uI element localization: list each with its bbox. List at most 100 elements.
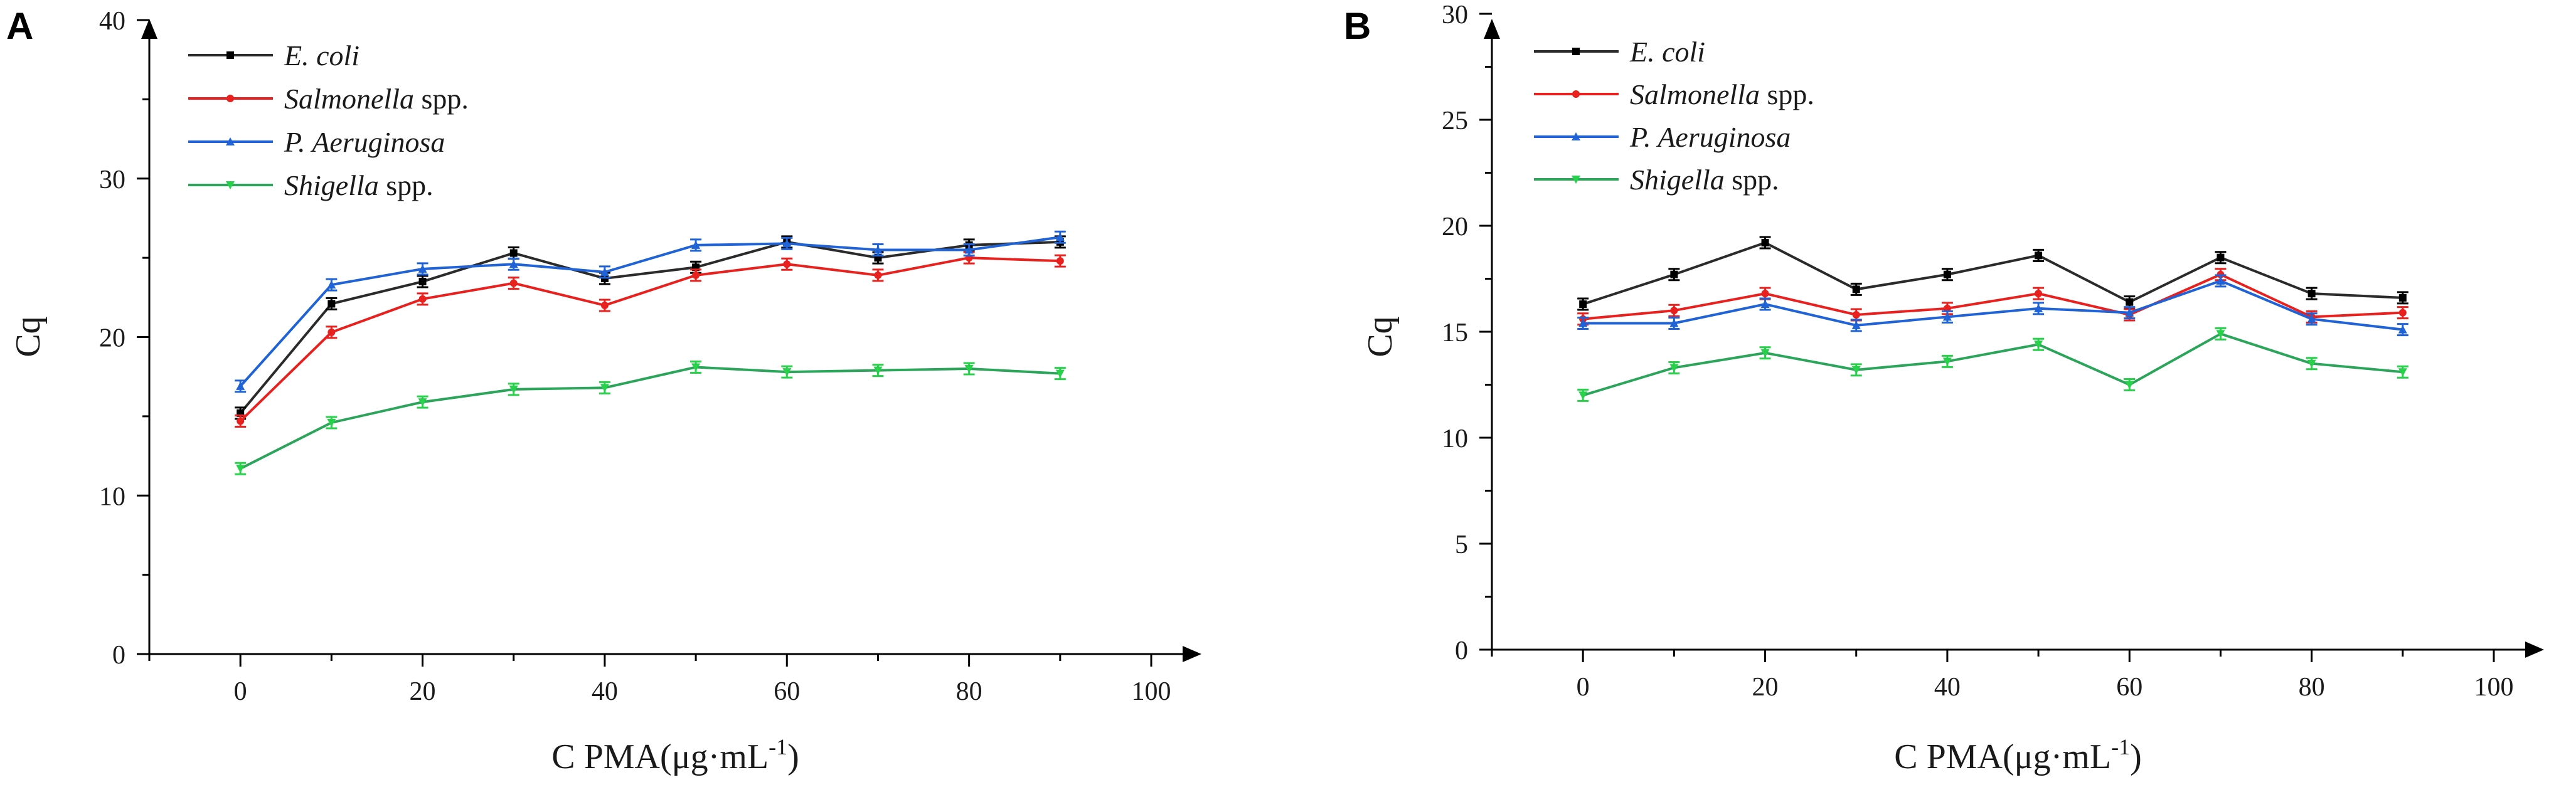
data-point [2307,359,2316,368]
data-point [873,245,883,254]
legend-label: P. Aeruginosa [284,126,445,158]
data-point [418,264,427,273]
data-point [2216,276,2225,285]
legend-suffix: spp. [414,83,469,115]
data-point [1056,257,1064,265]
data-point [236,381,245,390]
y-axis-arrow [141,19,157,39]
legend-marker [1572,90,1580,98]
data-point [2035,251,2043,260]
x-axis-title-main: C PMA(μg·mL [551,737,769,776]
x-axis-title-main: C PMA(μg·mL [1894,737,2111,776]
x-tick-label: 80 [2299,673,2325,702]
data-point [1942,357,1952,366]
data-point [2125,381,2134,389]
data-point [1942,312,1952,321]
data-point [418,295,427,303]
series-0: E. coli [1534,36,2408,311]
y-axis-title: Cq [9,316,48,357]
data-point [2398,293,2407,302]
y-tick-label: 0 [1455,636,1468,665]
data-point [1943,304,1951,312]
series-line [1583,279,2403,331]
data-point [418,278,427,286]
data-point [2217,253,2225,261]
y-tick-label: 10 [99,482,125,511]
y-axis-arrow [1484,19,1500,39]
legend-suffix: spp. [1725,164,1779,196]
legend-marker [1572,132,1580,140]
data-point [509,260,518,268]
x-axis-title: C PMA(μg·mL-1) [1894,734,2141,776]
data-point [600,267,609,276]
data-point [2034,341,2043,349]
data-point [1760,300,1770,309]
y-tick-label: 10 [1442,425,1468,453]
legend-label: Salmonella spp. [284,83,469,115]
data-point [600,301,609,309]
series-line [1582,273,2403,320]
x-axis-arrow [2525,642,2544,658]
data-point [1761,290,1769,298]
x-tick-label: 20 [410,677,436,706]
series-line [1582,241,2403,305]
panel-letter: B [1344,5,1371,47]
legend-marker [226,137,235,145]
legend-name: Salmonella [284,83,414,115]
data-point [874,271,882,279]
y-axis-title: Cq [1361,316,1400,357]
data-point [1055,233,1065,241]
data-point [691,240,701,249]
series-2: P. Aeruginosa [188,126,1066,393]
legend-marker [1572,48,1580,55]
series-2: P. Aeruginosa [1534,121,2408,337]
chart-panel-a: A 0 20 40 60 80 100 0 10 20 30 40 Cq C PMA(μg·mL-1) E.… [6,5,1201,776]
x-tick-label: 40 [1934,673,1961,702]
y-tick-label: 0 [112,641,125,670]
data-point [782,368,792,377]
data-point [2307,314,2316,323]
y-tick-label: 30 [1442,1,1468,29]
x-axis-title: C PMA(μg·mL-1) [551,734,799,776]
data-point [1851,366,1861,374]
x-tick-label: 40 [592,677,618,706]
series-1: Salmonella spp. [188,83,1066,428]
series-line [239,236,1061,388]
data-point [327,328,336,336]
y-tick-label: 20 [1442,213,1468,241]
legend-marker [226,181,235,189]
data-point [964,365,974,374]
data-point [2398,368,2407,377]
legend-label: Salmonella spp. [1630,78,1814,110]
series-3: Shigella spp. [1534,164,2408,402]
data-point [691,363,701,372]
data-point [600,384,609,393]
data-point [1579,300,1587,309]
x-axis-arrow [1183,646,1201,662]
data-point [509,279,518,287]
data-point [1669,364,1679,372]
chart-panel-b: B 0 20 40 60 80 100 0 5 10 15 20 25 30 Cq C PMA(μg·mL-1… [1344,1,2544,776]
y-tick-label: 40 [99,7,125,36]
x-tick-label: 100 [2474,673,2514,702]
data-point [964,245,974,254]
legend-suffix: spp. [379,169,434,201]
data-point [327,300,336,308]
legend-label: P. Aeruginosa [1629,121,1791,153]
legend-name: Shigella [1630,164,1725,196]
x-tick-label: 100 [1132,677,1171,706]
legend-label: Shigella spp. [1630,164,1779,196]
x-axis-title-sup: -1 [2111,734,2130,759]
data-point [1852,285,1860,293]
x-tick-label: 60 [774,677,800,706]
data-point [237,417,245,425]
y-tick-label: 20 [99,324,125,353]
data-point [1578,319,1588,327]
data-point [236,465,245,473]
legend-name: E. coli [1629,36,1705,68]
series-3: Shigella spp. [188,169,1066,475]
data-point [2398,325,2407,334]
data-point [1852,310,1860,319]
